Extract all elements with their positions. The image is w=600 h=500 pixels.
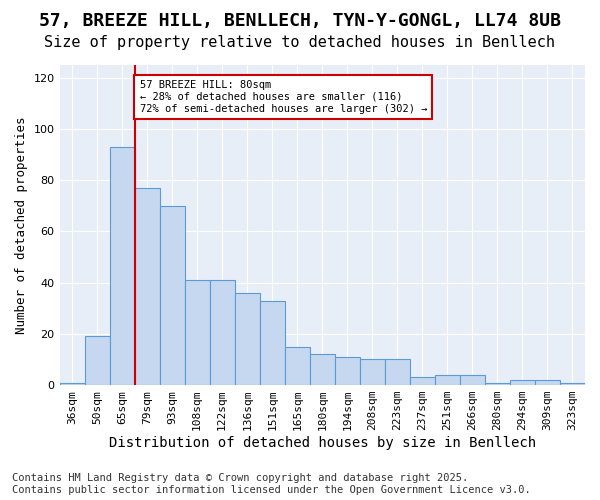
Text: Contains HM Land Registry data © Crown copyright and database right 2025.
Contai: Contains HM Land Registry data © Crown c… xyxy=(12,474,531,495)
Bar xyxy=(510,380,535,385)
Bar xyxy=(310,354,335,385)
Bar xyxy=(360,360,385,385)
Text: 57, BREEZE HILL, BENLLECH, TYN-Y-GONGL, LL74 8UB: 57, BREEZE HILL, BENLLECH, TYN-Y-GONGL, … xyxy=(39,12,561,30)
Text: Size of property relative to detached houses in Benllech: Size of property relative to detached ho… xyxy=(44,35,556,50)
Bar xyxy=(560,382,585,385)
Bar xyxy=(59,382,85,385)
Bar xyxy=(485,382,510,385)
Bar xyxy=(85,336,110,385)
Bar xyxy=(285,346,310,385)
Bar xyxy=(134,188,160,385)
Bar xyxy=(235,293,260,385)
Bar xyxy=(260,300,285,385)
Bar xyxy=(110,147,134,385)
Bar xyxy=(209,280,235,385)
Bar xyxy=(435,375,460,385)
Bar xyxy=(160,206,185,385)
Bar xyxy=(410,378,435,385)
Bar xyxy=(335,357,360,385)
Bar xyxy=(185,280,209,385)
Text: 57 BREEZE HILL: 80sqm
← 28% of detached houses are smaller (116)
72% of semi-det: 57 BREEZE HILL: 80sqm ← 28% of detached … xyxy=(140,80,427,114)
Bar xyxy=(385,360,410,385)
X-axis label: Distribution of detached houses by size in Benllech: Distribution of detached houses by size … xyxy=(109,436,536,450)
Y-axis label: Number of detached properties: Number of detached properties xyxy=(15,116,28,334)
Bar xyxy=(460,375,485,385)
Bar xyxy=(535,380,560,385)
